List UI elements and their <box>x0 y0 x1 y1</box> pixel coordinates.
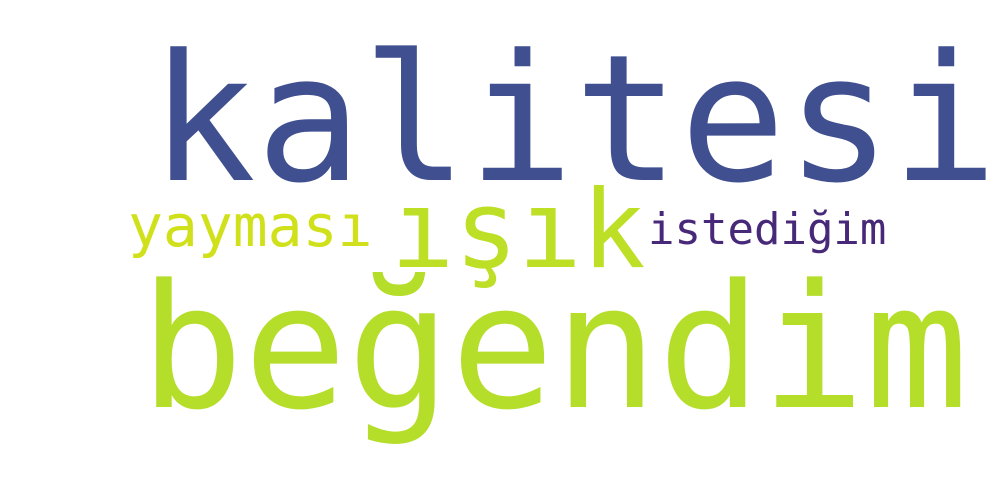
word-begendim: beğendim <box>140 247 969 448</box>
word-yaymasi: yayması <box>128 192 373 260</box>
word-isik: ışık <box>390 168 646 293</box>
word-kalitesi: kalitesi <box>150 17 998 222</box>
word-istedigim: istediğim <box>648 204 887 255</box>
